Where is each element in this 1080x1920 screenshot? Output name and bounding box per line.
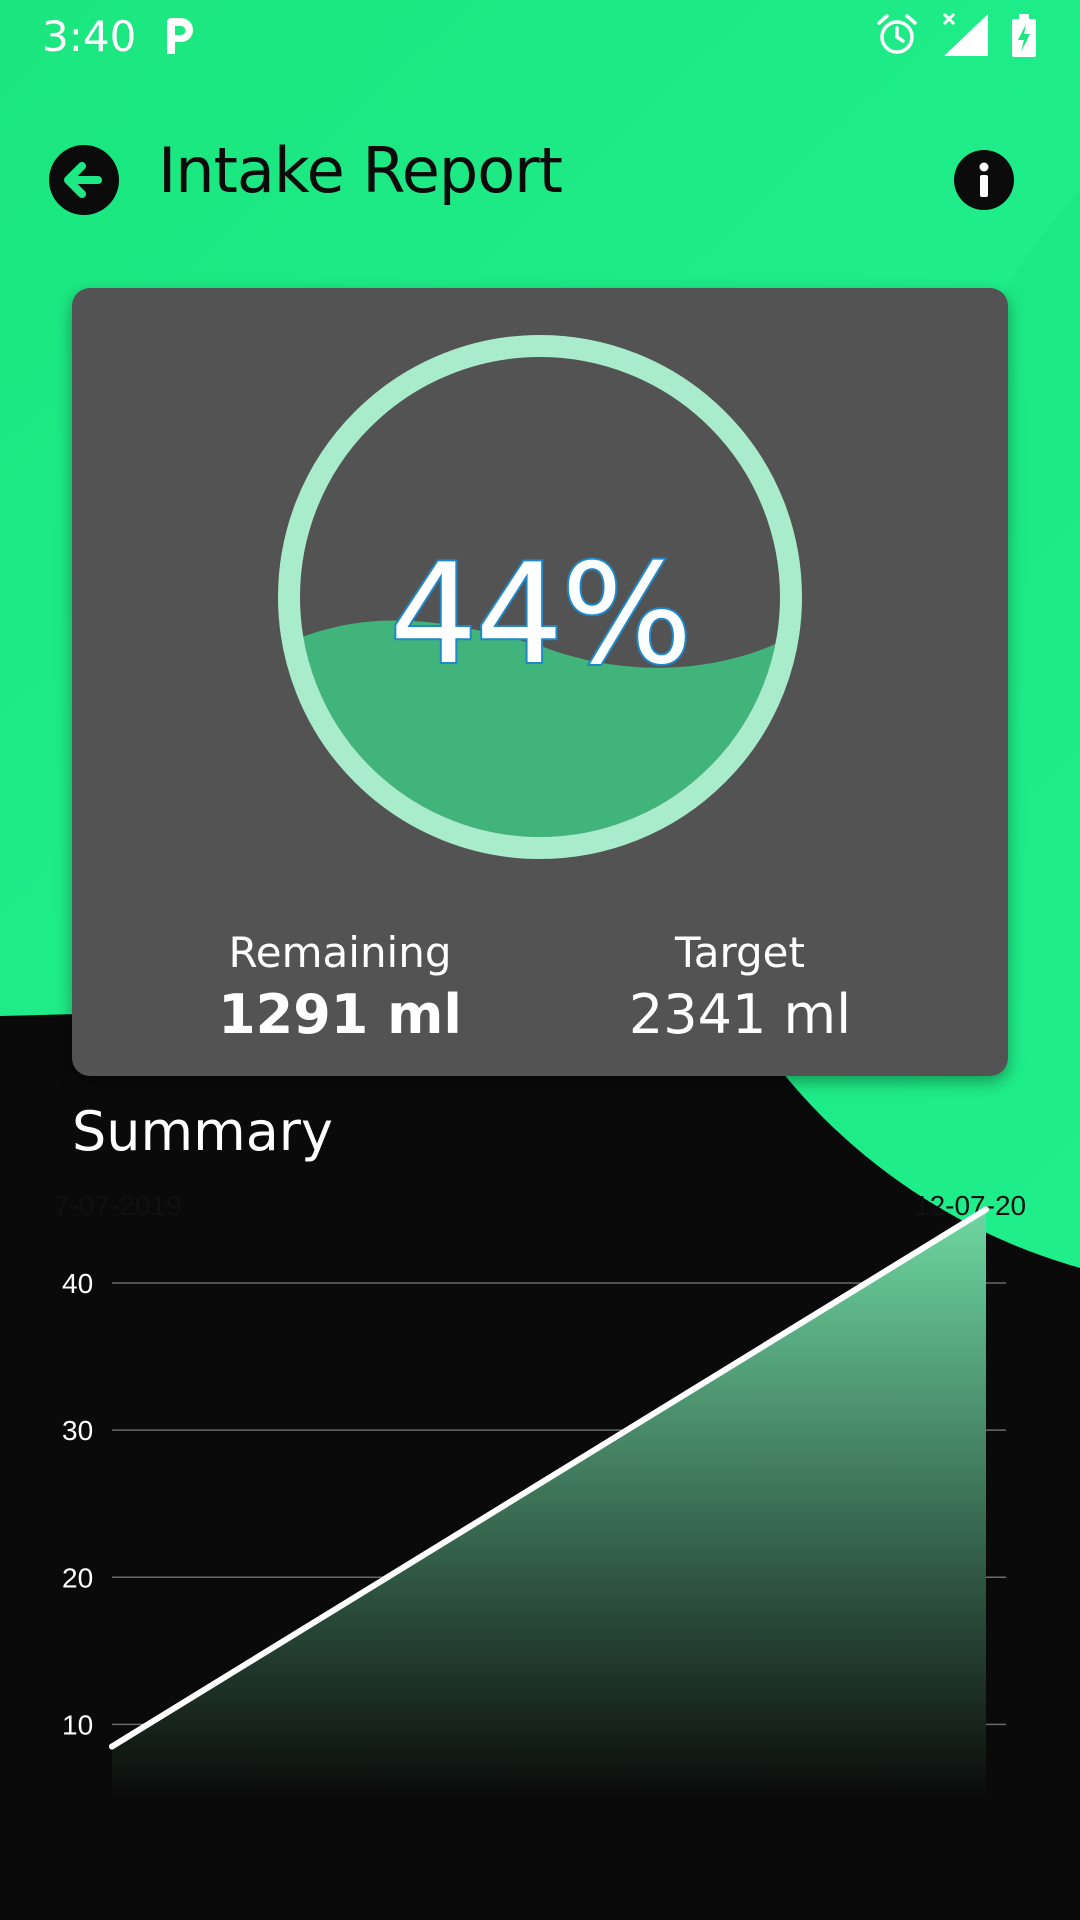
back-button[interactable] xyxy=(48,144,120,216)
area-fill xyxy=(112,1209,986,1798)
y-tick-label: 30 xyxy=(62,1415,93,1446)
x-tick-label: 7-07-2019 xyxy=(54,1190,182,1221)
progress-gauge: 44% xyxy=(277,334,803,860)
target-stat: Target 2341 ml xyxy=(590,928,890,1046)
summary-title: Summary xyxy=(72,1100,333,1163)
water-wave-gauge xyxy=(278,335,802,859)
status-time: 3:40 xyxy=(42,12,137,61)
data-point xyxy=(983,1206,989,1213)
alarm-icon xyxy=(877,14,917,54)
battery-icon xyxy=(1012,14,1036,57)
target-value: 2341 ml xyxy=(628,983,852,1046)
data-point xyxy=(109,1743,115,1750)
p-icon xyxy=(167,18,193,54)
y-tick-label: 20 xyxy=(62,1562,93,1593)
remaining-value: 1291 ml xyxy=(218,983,462,1046)
progress-ring xyxy=(278,335,802,859)
remaining-label: Remaining xyxy=(228,928,452,977)
page-title: Intake Report xyxy=(158,134,563,207)
y-tick-label: 40 xyxy=(62,1268,93,1299)
info-icon[interactable] xyxy=(954,150,1014,210)
status-bar: 3:40 xyxy=(0,0,1080,72)
progress-percent: 44% xyxy=(388,532,695,697)
series-line xyxy=(109,1206,989,1750)
y-tick-label: 10 xyxy=(62,1709,93,1740)
remaining-stat: Remaining 1291 ml xyxy=(190,928,490,1046)
progress-card: 44% Remaining 1291 ml Target 2341 ml xyxy=(72,288,1008,1076)
target-label: Target xyxy=(675,928,805,977)
signal-icon xyxy=(942,12,988,56)
